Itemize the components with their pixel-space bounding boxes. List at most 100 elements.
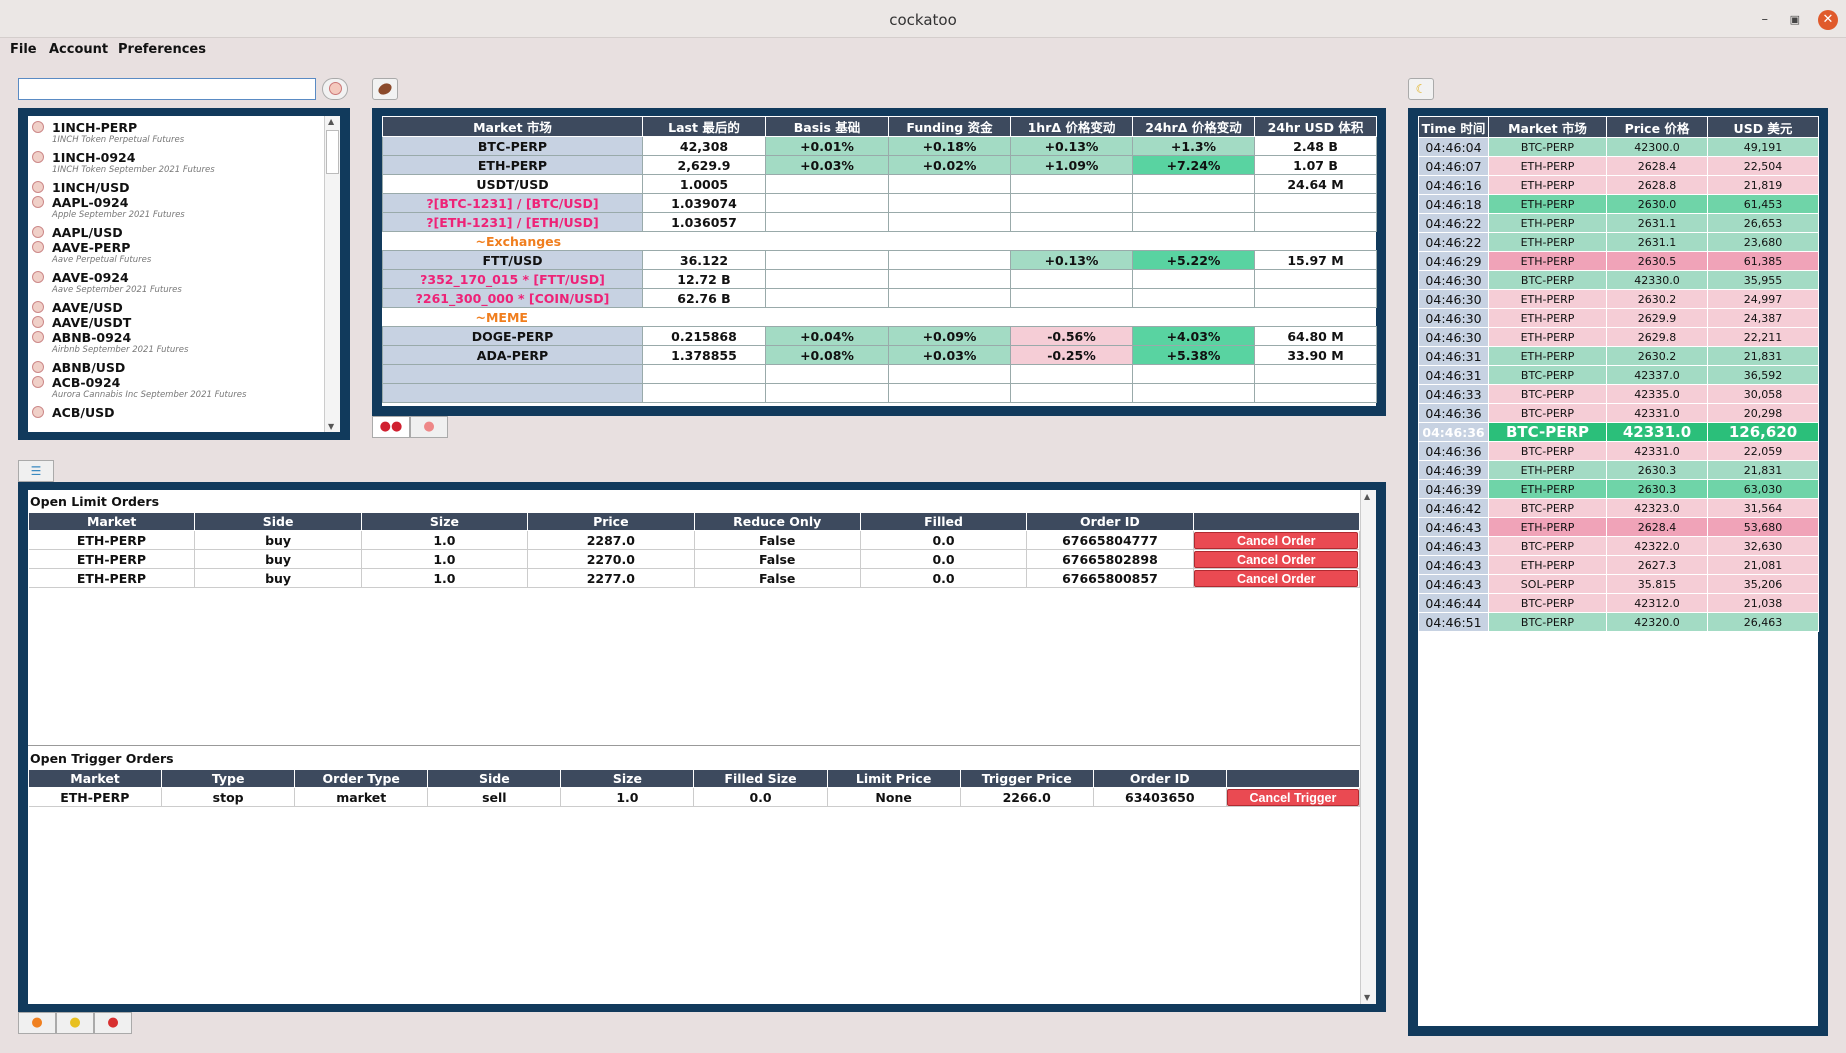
fill-row[interactable]: 04:46:29 ETH-PERP 2630.5 61,385: [1418, 251, 1819, 271]
fill-row[interactable]: 04:46:36 BTC-PERP 42331.0 126,620: [1418, 422, 1819, 442]
trigger-orders-header[interactable]: Size: [560, 769, 695, 788]
market-list-item[interactable]: ABNB-0924 Airbnb September 2021 Futures: [28, 330, 318, 360]
market-table-row[interactable]: ?352_170_015 * [FTT/USD] 12.72 B: [382, 269, 1377, 289]
market-list-item[interactable]: 1INCH-PERP 1INCH Token Perpetual Futures: [28, 120, 318, 150]
trigger-orders-header[interactable]: Market: [27, 769, 163, 788]
banana-icon-button[interactable]: ☾: [1408, 78, 1434, 100]
minimize-icon[interactable]: –: [1761, 12, 1769, 27]
maximize-icon[interactable]: ▣: [1789, 13, 1800, 26]
fill-row[interactable]: 04:46:16 ETH-PERP 2628.8 21,819: [1418, 175, 1819, 195]
market-list-item[interactable]: ACB-0924 Aurora Cannabis Inc September 20…: [28, 375, 318, 405]
limit-orders-header[interactable]: [1192, 512, 1361, 531]
fill-row[interactable]: 04:46:36 BTC-PERP 42331.0 22,059: [1418, 441, 1819, 461]
market-table-header[interactable]: Basis 基础: [765, 116, 889, 137]
fill-row[interactable]: 04:46:30 ETH-PERP 2629.9 24,387: [1418, 308, 1819, 328]
market-list-scrollbar[interactable]: ▲ ▼: [324, 116, 340, 432]
menu-file[interactable]: File: [10, 42, 37, 57]
market-table-row[interactable]: ~MEME: [382, 307, 1377, 327]
market-table-row[interactable]: ?261_300_000 * [COIN/USD] 62.76 B: [382, 288, 1377, 308]
coin-icon-button[interactable]: [322, 78, 348, 100]
fill-row[interactable]: 04:46:22 ETH-PERP 2631.1 23,680: [1418, 232, 1819, 252]
fill-row[interactable]: 04:46:43 ETH-PERP 2627.3 21,081: [1418, 555, 1819, 575]
scroll-thumb[interactable]: [326, 130, 339, 174]
limit-orders-header[interactable]: Size: [360, 512, 529, 531]
limit-orders-header[interactable]: Price: [527, 512, 695, 531]
market-list-item[interactable]: ACB/USD: [28, 405, 318, 420]
potato-icon-button[interactable]: [372, 78, 398, 100]
market-list-item[interactable]: 1INCH/USD: [28, 180, 318, 195]
close-icon[interactable]: ✕: [1818, 10, 1838, 30]
fill-row[interactable]: 04:46:31 ETH-PERP 2630.2 21,831: [1418, 346, 1819, 366]
market-list-item[interactable]: AAPL/USD: [28, 225, 318, 240]
limit-orders-header[interactable]: Market: [27, 512, 196, 531]
fill-row[interactable]: 04:46:30 BTC-PERP 42330.0 35,955: [1418, 270, 1819, 290]
limit-orders-header[interactable]: Filled: [859, 512, 1028, 531]
trigger-orders-header[interactable]: Side: [427, 769, 562, 788]
fill-row[interactable]: 04:46:36 BTC-PERP 42331.0 20,298: [1418, 403, 1819, 423]
fill-row[interactable]: 04:46:51 BTC-PERP 42320.0 26,463: [1418, 612, 1819, 632]
fill-row[interactable]: 04:46:39 ETH-PERP 2630.3 63,030: [1418, 479, 1819, 499]
tab-orange[interactable]: ●: [18, 1012, 56, 1034]
tab-apple[interactable]: ●: [94, 1012, 132, 1034]
fill-row[interactable]: 04:46:44 BTC-PERP 42312.0 21,038: [1418, 593, 1819, 613]
trigger-orders-header[interactable]: Order ID: [1092, 769, 1227, 788]
limit-order-row[interactable]: ETH-PERP buy 1.0 2287.0 False 0.0 67665804777 C…: [28, 530, 1361, 550]
market-list-item[interactable]: ABNB/USD: [28, 360, 318, 375]
fill-row[interactable]: 04:46:30 ETH-PERP 2630.2 24,997: [1418, 289, 1819, 309]
orders-scrollbar[interactable]: ▲ ▼: [1360, 490, 1376, 1004]
cancel-order-button[interactable]: Cancel Order: [1194, 531, 1359, 549]
fills-header[interactable]: USD 美元: [1707, 116, 1819, 138]
market-list-item[interactable]: 1INCH-0924 1INCH Token September 2021 Fut…: [28, 150, 318, 180]
limit-orders-header[interactable]: Order ID: [1026, 512, 1194, 531]
market-table-row[interactable]: ?[BTC-1231] / [BTC/USD] 1.039074: [382, 193, 1377, 213]
fills-header[interactable]: Time 时间: [1418, 116, 1489, 138]
market-table-row[interactable]: ~Exchanges: [382, 231, 1377, 251]
fill-row[interactable]: 04:46:18 ETH-PERP 2630.0 61,453: [1418, 194, 1819, 214]
fill-row[interactable]: 04:46:39 ETH-PERP 2630.3 21,831: [1418, 460, 1819, 480]
market-table-row[interactable]: [382, 364, 1377, 384]
market-list-item[interactable]: AAVE-0924 Aave September 2021 Futures: [28, 270, 318, 300]
search-input[interactable]: [18, 78, 316, 100]
tab-cherries[interactable]: ●●: [372, 416, 410, 438]
market-list-item[interactable]: AAVE/USD: [28, 300, 318, 315]
trigger-orders-header[interactable]: Limit Price: [826, 769, 961, 788]
trigger-orders-header[interactable]: [1225, 769, 1361, 788]
limit-order-row[interactable]: ETH-PERP buy 1.0 2277.0 False 0.0 67665800857 C…: [28, 568, 1361, 588]
trigger-orders-header[interactable]: Trigger Price: [959, 769, 1094, 788]
scroll-up-icon[interactable]: ▲: [328, 117, 335, 126]
fills-header[interactable]: Market 市场: [1488, 116, 1607, 138]
fill-row[interactable]: 04:46:43 SOL-PERP 35.815 35,206: [1418, 574, 1819, 594]
fill-row[interactable]: 04:46:43 ETH-PERP 2628.4 53,680: [1418, 517, 1819, 537]
market-list-item[interactable]: AAPL-0924 Apple September 2021 Futures: [28, 195, 318, 225]
market-table-row[interactable]: FTT/USD 36.122 +0.13% +5.22% 15.97 M: [382, 250, 1377, 270]
market-table-row[interactable]: [382, 383, 1377, 403]
market-list-item[interactable]: AAVE/USDT: [28, 315, 318, 330]
tab-lemon[interactable]: ●: [56, 1012, 94, 1034]
market-table-header[interactable]: Last 最后的: [642, 116, 766, 137]
cancel-order-button[interactable]: Cancel Order: [1194, 550, 1359, 568]
market-list-item[interactable]: AAVE-PERP Aave Perpetual Futures: [28, 240, 318, 270]
limit-order-row[interactable]: ETH-PERP buy 1.0 2270.0 False 0.0 67665802898 C…: [28, 549, 1361, 569]
cancel-trigger-button[interactable]: Cancel Trigger: [1226, 788, 1359, 806]
market-table-header[interactable]: Market 市场: [382, 116, 643, 137]
fills-header[interactable]: Price 价格: [1606, 116, 1708, 138]
trigger-orders-header[interactable]: Filled Size: [693, 769, 828, 788]
trigger-orders-header[interactable]: Type: [161, 769, 296, 788]
fill-row[interactable]: 04:46:43 BTC-PERP 42322.0 32,630: [1418, 536, 1819, 556]
market-table-row[interactable]: BTC-PERP 42,308 +0.01% +0.18% +0.13% +1.3% 2.4…: [382, 136, 1377, 156]
fill-row[interactable]: 04:46:42 BTC-PERP 42323.0 31,564: [1418, 498, 1819, 518]
cancel-order-button[interactable]: Cancel Order: [1194, 569, 1359, 587]
fill-row[interactable]: 04:46:30 ETH-PERP 2629.8 22,211: [1418, 327, 1819, 347]
market-table-row[interactable]: DOGE-PERP 0.215868 +0.04% +0.09% -0.56% +4.03…: [382, 326, 1377, 346]
menu-preferences[interactable]: Preferences: [118, 42, 206, 57]
fill-row[interactable]: 04:46:07 ETH-PERP 2628.4 22,504: [1418, 156, 1819, 176]
market-table-row[interactable]: USDT/USD 1.0005 24.64 M: [382, 174, 1377, 194]
market-table-header[interactable]: Funding 资金: [888, 116, 1011, 137]
scroll-down-icon[interactable]: ▼: [328, 422, 335, 431]
limit-orders-header[interactable]: Reduce Only: [693, 512, 861, 531]
tab-cherry[interactable]: ●: [410, 416, 448, 438]
market-table-header[interactable]: 24hrΔ 价格变动: [1132, 116, 1255, 137]
market-table-row[interactable]: ETH-PERP 2,629.9 +0.03% +0.02% +1.09% +7.24% 1…: [382, 155, 1377, 175]
fill-row[interactable]: 04:46:04 BTC-PERP 42300.0 49,191: [1418, 137, 1819, 157]
limit-orders-header[interactable]: Side: [194, 512, 362, 531]
